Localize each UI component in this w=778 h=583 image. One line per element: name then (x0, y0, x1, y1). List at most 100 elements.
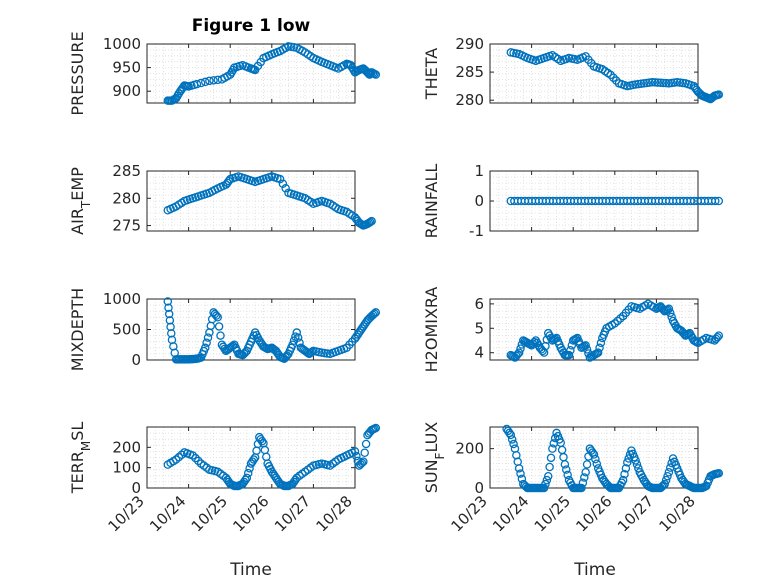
y-axis-label: THETA (422, 48, 441, 100)
data-point (360, 448, 369, 458)
data-point (589, 450, 599, 459)
data-point (580, 473, 589, 482)
data-point (636, 79, 646, 88)
data-point (678, 78, 687, 88)
data-point (350, 447, 360, 456)
data-point (371, 308, 381, 317)
data-point (177, 450, 186, 460)
axes-layer: 9009501000PRESSURE275280285AIRTEMP050010… (68, 31, 724, 535)
data-point (660, 479, 669, 489)
series-points (506, 196, 724, 206)
y-axis-label: AIRTEMP (68, 167, 93, 235)
y-tick-label: 100 (112, 459, 141, 477)
data-point (514, 348, 524, 357)
data-point (203, 333, 213, 342)
data-point (566, 345, 575, 355)
axes-h2omixra: 4 5 6 H2OMIXRA (422, 287, 724, 373)
data-point (610, 319, 620, 328)
data-point (667, 78, 676, 88)
y-tick-label: 280 (455, 91, 484, 109)
y-tick-label: 0 (131, 351, 141, 369)
data-point (664, 79, 674, 88)
data-point (609, 73, 618, 82)
data-point (564, 350, 574, 360)
data-point (539, 483, 549, 493)
data-point (560, 460, 570, 469)
y-tick-label: 1000 (103, 35, 141, 53)
series-points (163, 297, 381, 364)
data-point (292, 328, 302, 337)
data-point (581, 341, 590, 350)
data-point (714, 468, 724, 478)
y-tick-label: 275 (112, 217, 141, 235)
data-point (653, 78, 663, 87)
axes-theta: 280 285 290 THETA (422, 35, 724, 109)
data-point (632, 460, 642, 469)
y-tick-label: 900 (112, 82, 141, 100)
y-tick-label: 1000 (103, 290, 141, 308)
data-point (542, 475, 552, 485)
data-point (620, 469, 629, 479)
y-axis-label: TERRMSL (68, 422, 93, 495)
data-point (711, 196, 720, 206)
y-tick-label: -1 (469, 222, 484, 240)
y-tick-label: 500 (112, 321, 141, 339)
data-point (634, 79, 643, 89)
x-axis-label-left: Time (229, 560, 272, 580)
data-point (357, 458, 367, 468)
axes-rainfall: -1 0 1 RAINFALL (422, 162, 724, 240)
data-point (509, 439, 518, 449)
y-tick-label: 200 (455, 440, 484, 458)
grid (489, 426, 699, 489)
data-point (659, 78, 668, 88)
data-point (714, 196, 724, 206)
data-point (224, 176, 234, 186)
data-point (661, 78, 671, 88)
data-point (713, 332, 722, 342)
data-point (278, 179, 288, 188)
data-point (257, 436, 267, 446)
y-tick-label: 290 (455, 35, 484, 53)
data-point (616, 314, 625, 323)
plot-area (489, 43, 699, 104)
data-point (196, 78, 206, 88)
axes-box (489, 43, 699, 104)
data-point (282, 351, 292, 360)
data-point (243, 468, 253, 478)
data-point (188, 451, 198, 460)
data-point (548, 444, 557, 453)
data-point (174, 452, 184, 462)
series-points (163, 423, 381, 491)
y-tick-label: 0 (474, 479, 484, 497)
y-axis-label: H2OMIXRA (422, 287, 441, 373)
data-point (239, 349, 249, 358)
data-point (661, 475, 671, 485)
data-point (672, 77, 682, 87)
data-point (613, 316, 622, 326)
data-point (657, 482, 667, 491)
data-point (366, 217, 375, 227)
data-point (714, 331, 724, 340)
x-tick-label: 10/24 (146, 492, 189, 535)
y-tick-label: 280 (112, 189, 141, 207)
data-point (582, 345, 592, 354)
data-point (664, 468, 674, 477)
data-point (664, 304, 674, 314)
data-point (209, 76, 218, 85)
data-point (216, 331, 225, 340)
x-tick-label: 10/28 (313, 492, 356, 535)
data-point (192, 79, 202, 89)
y-tick-label: 200 (112, 438, 141, 456)
data-point (281, 184, 290, 193)
data-point (507, 435, 517, 444)
x-tick-label: 10/24 (489, 492, 532, 535)
data-point (577, 483, 586, 493)
series-points (502, 424, 724, 493)
x-tick-label: 10/28 (656, 492, 699, 535)
data-point (714, 90, 724, 99)
axes-pressure: 900 950 1000 PRESSURE (68, 31, 381, 116)
x-axis-label-right: Time (573, 560, 616, 580)
axes-box (489, 298, 699, 361)
